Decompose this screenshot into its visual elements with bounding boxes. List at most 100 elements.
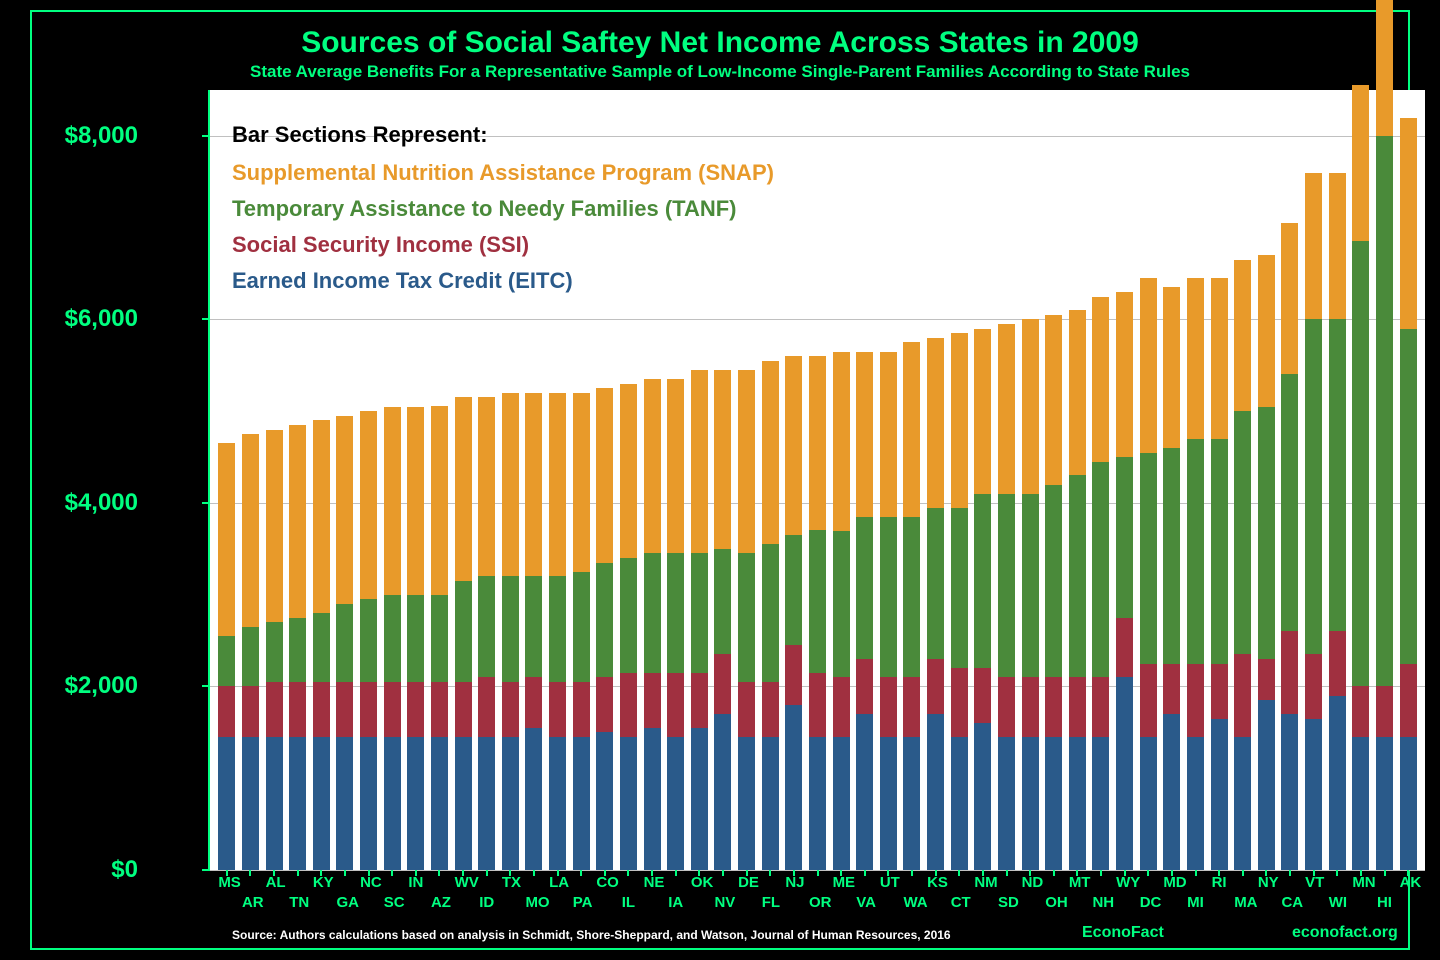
bar-seg-snap (833, 352, 850, 531)
bar-seg-tanf (455, 581, 472, 682)
bar-seg-snap (880, 352, 897, 517)
bar-ND (1022, 319, 1039, 870)
x-label: MI (1187, 894, 1204, 911)
y-tick-label: $8,000 (65, 122, 138, 150)
bar-seg-eitc (1258, 700, 1275, 870)
bar-seg-ssi (1069, 677, 1086, 737)
bar-seg-tanf (1376, 136, 1393, 687)
bar-seg-eitc (1045, 737, 1062, 870)
bar-seg-ssi (478, 677, 495, 737)
x-label: AL (266, 874, 283, 891)
bar-seg-tanf (242, 627, 259, 687)
y-tick-label: $6,000 (65, 305, 138, 333)
bar-seg-eitc (1281, 714, 1298, 870)
x-label: OK (691, 874, 708, 891)
x-label: WY (1116, 874, 1133, 891)
bar-seg-ssi (856, 659, 873, 714)
bar-seg-ssi (596, 677, 613, 732)
y-tick-mark (202, 685, 210, 687)
bar-seg-eitc (974, 723, 991, 870)
bar-MO (525, 393, 542, 870)
bar-NM (974, 329, 991, 870)
bar-seg-snap (266, 430, 283, 623)
bar-seg-ssi (785, 645, 802, 705)
bar-seg-ssi (549, 682, 566, 737)
bar-seg-ssi (1400, 664, 1417, 737)
bar-AR (242, 434, 259, 870)
bar-seg-ssi (502, 682, 519, 737)
bar-seg-eitc (667, 737, 684, 870)
x-label: RI (1211, 874, 1228, 891)
bar-seg-snap (289, 425, 306, 618)
bar-seg-eitc (384, 737, 401, 870)
bar-AZ (431, 406, 448, 870)
bar-seg-ssi (455, 682, 472, 737)
x-label: OH (1045, 894, 1062, 911)
x-label: CT (951, 894, 968, 911)
bar-seg-snap (313, 420, 330, 613)
bar-AK (1400, 118, 1417, 870)
bar-seg-ssi (974, 668, 991, 723)
attribution-url: econofact.org (1292, 924, 1398, 942)
bar-seg-snap (738, 370, 755, 554)
bar-seg-ssi (1258, 659, 1275, 700)
bar-seg-snap (218, 443, 235, 636)
x-label: NJ (785, 874, 802, 891)
bar-seg-snap (1092, 297, 1109, 462)
bar-NH (1092, 297, 1109, 871)
bar-seg-snap (407, 407, 424, 595)
bar-seg-ssi (809, 673, 826, 737)
bar-seg-ssi (714, 654, 731, 714)
bar-OH (1045, 315, 1062, 870)
x-label: OR (809, 894, 826, 911)
bar-seg-ssi (691, 673, 708, 728)
bar-seg-eitc (762, 737, 779, 870)
bar-seg-tanf (1069, 475, 1086, 677)
bar-seg-snap (620, 384, 637, 558)
bar-seg-snap (714, 370, 731, 549)
bar-seg-eitc (1069, 737, 1086, 870)
bar-seg-snap (998, 324, 1015, 494)
chart-frame: Sources of Social Saftey Net Income Acro… (30, 10, 1410, 950)
bar-seg-snap (1045, 315, 1062, 485)
bar-seg-eitc (880, 737, 897, 870)
bar-seg-tanf (1045, 485, 1062, 678)
x-label: WI (1329, 894, 1346, 911)
bar-ID (478, 397, 495, 870)
bar-IN (407, 407, 424, 870)
bar-seg-ssi (1305, 654, 1322, 718)
bar-seg-eitc (266, 737, 283, 870)
x-label: IN (407, 874, 424, 891)
bar-seg-eitc (1211, 719, 1228, 870)
chart-title: Sources of Social Saftey Net Income Acro… (32, 26, 1408, 60)
x-label: MO (525, 894, 542, 911)
bar-seg-tanf (478, 576, 495, 677)
x-label: DE (738, 874, 755, 891)
x-label: NM (974, 874, 991, 891)
attribution-econofact: EconoFact (1082, 924, 1164, 942)
x-label: NE (644, 874, 661, 891)
bar-seg-tanf (360, 599, 377, 682)
bar-seg-ssi (1022, 677, 1039, 737)
x-label: DC (1140, 894, 1157, 911)
bar-seg-eitc (998, 737, 1015, 870)
bar-seg-eitc (455, 737, 472, 870)
bar-seg-tanf (927, 508, 944, 659)
bar-seg-snap (856, 352, 873, 517)
bar-seg-eitc (1187, 737, 1204, 870)
bar-seg-tanf (856, 517, 873, 659)
bar-WV (455, 397, 472, 870)
bar-seg-ssi (1163, 664, 1180, 714)
bar-seg-snap (903, 342, 920, 516)
bar-seg-snap (974, 329, 991, 494)
bar-seg-snap (1211, 278, 1228, 439)
bar-seg-ssi (1187, 664, 1204, 737)
x-label: MD (1163, 874, 1180, 891)
bar-seg-tanf (951, 508, 968, 669)
bar-seg-snap (1163, 287, 1180, 448)
bar-seg-tanf (785, 535, 802, 645)
legend-item-tanf: Temporary Assistance to Needy Families (… (232, 196, 774, 222)
bar-seg-ssi (1281, 631, 1298, 714)
bar-seg-snap (1187, 278, 1204, 439)
bar-seg-eitc (1234, 737, 1251, 870)
